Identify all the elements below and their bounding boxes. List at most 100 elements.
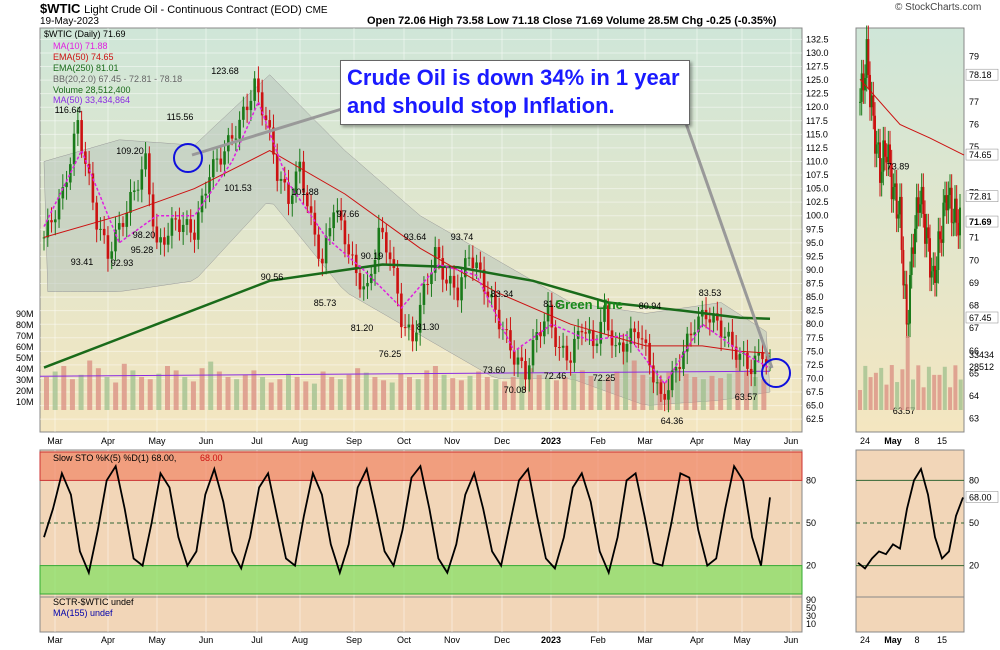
side-price-bar-body	[934, 265, 936, 283]
volume-bar	[311, 383, 317, 410]
price-bar-body	[689, 333, 693, 336]
price-bar-body	[208, 177, 211, 194]
x-tick-label: Mar	[637, 436, 653, 446]
price-label: 81.20	[351, 323, 374, 333]
price-bar-body	[633, 328, 636, 333]
price-bar-body	[505, 329, 508, 331]
price-bar-body	[196, 212, 200, 240]
sto-oversold-zone	[39, 565, 803, 595]
price-bar-body	[426, 283, 429, 285]
quote-bar: Open 72.06 High 73.58 Low 71.18 Close 71…	[367, 15, 777, 27]
symbol-title: $WTIC Light Crude Oil - Continuous Contr…	[40, 1, 328, 16]
side-volume-label: 28512	[969, 362, 994, 372]
price-label: 98.20	[133, 230, 156, 240]
volume-bar	[432, 366, 438, 410]
price-bar-body	[719, 320, 723, 338]
price-bar-body	[309, 206, 313, 213]
side-volume-bar	[916, 365, 921, 410]
y-tick-label: 80.0	[806, 319, 824, 329]
y-tick-label: 100.0	[806, 211, 829, 221]
side-price-bar-body	[947, 195, 950, 211]
price-label: 115.56	[167, 112, 194, 122]
price-bar-body	[422, 283, 426, 305]
y-tick-label: 82.5	[806, 306, 824, 316]
side-price-bar-body	[935, 269, 938, 283]
y-tick-label: 77.5	[806, 333, 824, 343]
side-price-bar-body	[890, 163, 893, 200]
volume-bar	[744, 370, 750, 410]
ema250-line	[43, 263, 771, 369]
price-bar-body	[554, 327, 557, 347]
indicator-lines	[43, 99, 771, 386]
side-price-bar-body	[919, 204, 921, 213]
side-volume-label: 33434	[969, 350, 994, 360]
price-bar-body	[129, 191, 132, 213]
side-price-bar-body	[877, 142, 880, 145]
legend-ema50: EMA(50) 74.65	[53, 52, 114, 62]
y-tick-label: 70.0	[806, 373, 824, 383]
callout-pointer-right	[680, 111, 774, 369]
side-sto-tick-label: 20	[969, 561, 979, 571]
price-bar-body	[204, 193, 208, 196]
side-price-bar-body	[930, 271, 933, 278]
price-bar-body	[377, 227, 381, 260]
volume-bar	[700, 379, 706, 410]
volume-bar	[87, 360, 93, 410]
y-tick-label: 67.5	[806, 387, 824, 397]
x-tick-label: Apr	[690, 436, 704, 446]
volume-bar	[303, 381, 309, 410]
price-label: 85.73	[314, 298, 337, 308]
volume-bar	[415, 379, 421, 410]
side-price-bar-body	[889, 144, 891, 164]
side-price-bar-body	[924, 214, 926, 244]
volume-bar	[510, 377, 516, 410]
price-bar-body	[189, 219, 193, 233]
side-price-bar-body	[867, 39, 870, 75]
side-panel: 7978.1877767574.657372.8171.697170696867…	[856, 25, 999, 645]
price-bar-body	[621, 342, 625, 352]
side-volume-bar	[953, 365, 958, 410]
volume-bar	[579, 370, 585, 410]
callout-line2: and should stop Inflation.	[347, 93, 615, 118]
side-volume-bar	[911, 379, 915, 410]
price-bar-body	[57, 198, 61, 220]
side-price-bar-body	[957, 222, 960, 236]
sctr-tick-label: 30	[806, 611, 816, 621]
price-bar-body	[373, 259, 377, 274]
price-bar-body	[65, 182, 68, 188]
y-tick-label: 105.0	[806, 184, 829, 194]
price-bar-body	[614, 345, 618, 347]
side-volume-bar	[948, 387, 953, 410]
price-label: 101.88	[291, 187, 319, 197]
price-label: 90.19	[361, 251, 384, 261]
price-bar-body	[91, 173, 95, 203]
volume-bar	[199, 368, 205, 410]
volume-bar	[147, 379, 153, 410]
price-bar-body	[290, 195, 294, 204]
volume-bar	[251, 370, 257, 410]
price-bar-body	[339, 210, 343, 221]
side-value-box	[965, 311, 999, 324]
x-tick-label-bottom: Sep	[346, 635, 362, 645]
price-bar-body	[211, 159, 215, 178]
price-bar-body	[648, 342, 651, 366]
volume-bar	[623, 344, 629, 410]
side-price-bar-body	[875, 144, 878, 154]
price-bar-body	[659, 382, 663, 394]
side-volume-bar	[958, 379, 963, 410]
side-sto-tick-label: 68.00	[969, 492, 992, 502]
price-bar-body	[512, 350, 516, 365]
price-bar-body	[219, 158, 223, 165]
price-bar-body	[392, 259, 396, 268]
price-bar-body	[110, 251, 114, 259]
volume-bar	[260, 377, 266, 410]
volume-bar	[69, 379, 75, 410]
side-price-bar-body	[862, 73, 865, 91]
price-label: 93.74	[451, 232, 474, 242]
volume-bar	[346, 374, 352, 410]
price-bar-body	[558, 346, 561, 348]
volume-bar	[562, 377, 568, 410]
price-bar-body	[561, 345, 565, 348]
volume-bar	[424, 370, 430, 410]
price-bar-body	[644, 339, 648, 343]
